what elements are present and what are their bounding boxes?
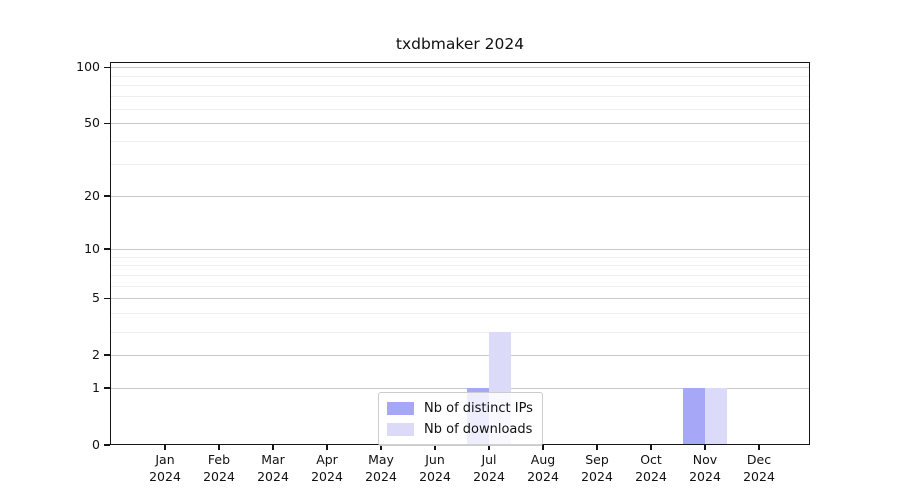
x-tick-mark <box>596 445 598 450</box>
gridline-minor <box>110 108 810 110</box>
gridline-minor <box>110 256 810 258</box>
chart-title: txdbmaker 2024 <box>395 35 525 53</box>
x-tick-mark <box>542 445 544 450</box>
y-tick-mark <box>104 66 110 69</box>
x-tick-label-apr: Apr 2024 <box>311 452 343 484</box>
x-tick-mark <box>380 445 382 450</box>
x-tick-mark <box>326 445 328 450</box>
legend-label-downloads: Nb of downloads <box>424 422 533 437</box>
plot-area <box>110 62 810 445</box>
x-tick-label-jun: Jun 2024 <box>419 452 451 484</box>
gridline-major <box>110 123 810 125</box>
gridline-major <box>110 67 810 69</box>
x-tick-mark <box>488 445 490 450</box>
y-tick-mark <box>104 354 110 356</box>
y-tick-label: 2 <box>92 347 100 363</box>
y-tick-label: 50 <box>84 115 100 131</box>
x-tick-label-dec: Dec 2024 <box>743 452 775 484</box>
x-tick-label-feb: Feb 2024 <box>203 452 235 484</box>
legend-swatch-downloads <box>387 423 414 436</box>
x-tick-mark <box>434 445 436 450</box>
y-tick-label: 0 <box>92 437 100 452</box>
x-tick-label-oct: Oct 2024 <box>635 452 667 484</box>
x-tick-mark <box>272 445 274 450</box>
gridline-minor <box>110 164 810 166</box>
y-tick-mark <box>104 444 110 446</box>
x-tick-label-sep: Sep 2024 <box>581 452 613 484</box>
x-tick-mark <box>758 445 760 450</box>
gridline-minor <box>110 313 810 315</box>
x-tick-mark <box>218 445 220 450</box>
gridline-major <box>110 195 810 197</box>
gridline-minor <box>110 331 810 333</box>
gridline-major <box>110 298 810 300</box>
x-tick-label-jul: Jul 2024 <box>473 452 505 484</box>
y-tick-label: 100 <box>76 59 100 75</box>
x-tick-label-mar: Mar 2024 <box>257 452 289 484</box>
gridline-minor <box>110 75 810 77</box>
x-tick-label-may: May 2024 <box>365 452 397 484</box>
legend-item-downloads: Nb of downloads <box>387 419 533 440</box>
legend-swatch-distinct-ips <box>387 402 414 415</box>
x-tick-mark <box>164 445 166 450</box>
x-tick-label-jan: Jan 2024 <box>149 452 181 484</box>
legend-item-distinct-ips: Nb of distinct IPs <box>387 398 533 419</box>
y-tick-label: 10 <box>84 240 100 256</box>
bar-distinct-ips-nov <box>683 388 705 445</box>
gridline-minor <box>110 141 810 143</box>
y-tick-label: 5 <box>92 290 100 306</box>
gridline-major <box>110 388 810 390</box>
legend-label-distinct-ips: Nb of distinct IPs <box>424 401 533 416</box>
gridline-major <box>110 248 810 250</box>
gridline-minor <box>110 96 810 98</box>
chart-legend: Nb of distinct IPs Nb of downloads <box>378 392 543 446</box>
gridline-minor <box>110 85 810 87</box>
y-tick-mark <box>104 248 110 250</box>
x-tick-mark <box>704 445 706 450</box>
gridline-minor <box>110 285 810 287</box>
y-tick-mark <box>104 387 110 390</box>
gridline-minor <box>110 265 810 267</box>
x-tick-mark <box>650 445 652 450</box>
y-tick-label: 1 <box>92 380 100 396</box>
gridline-major <box>110 355 810 357</box>
bar-downloads-nov <box>705 388 727 445</box>
x-tick-label-nov: Nov 2024 <box>689 452 721 484</box>
gridline-minor <box>110 274 810 276</box>
x-tick-label-aug: Aug 2024 <box>527 452 559 484</box>
y-tick-mark <box>104 297 110 300</box>
y-tick-mark <box>104 122 110 125</box>
y-tick-label: 20 <box>84 187 100 203</box>
y-tick-mark <box>104 195 110 197</box>
